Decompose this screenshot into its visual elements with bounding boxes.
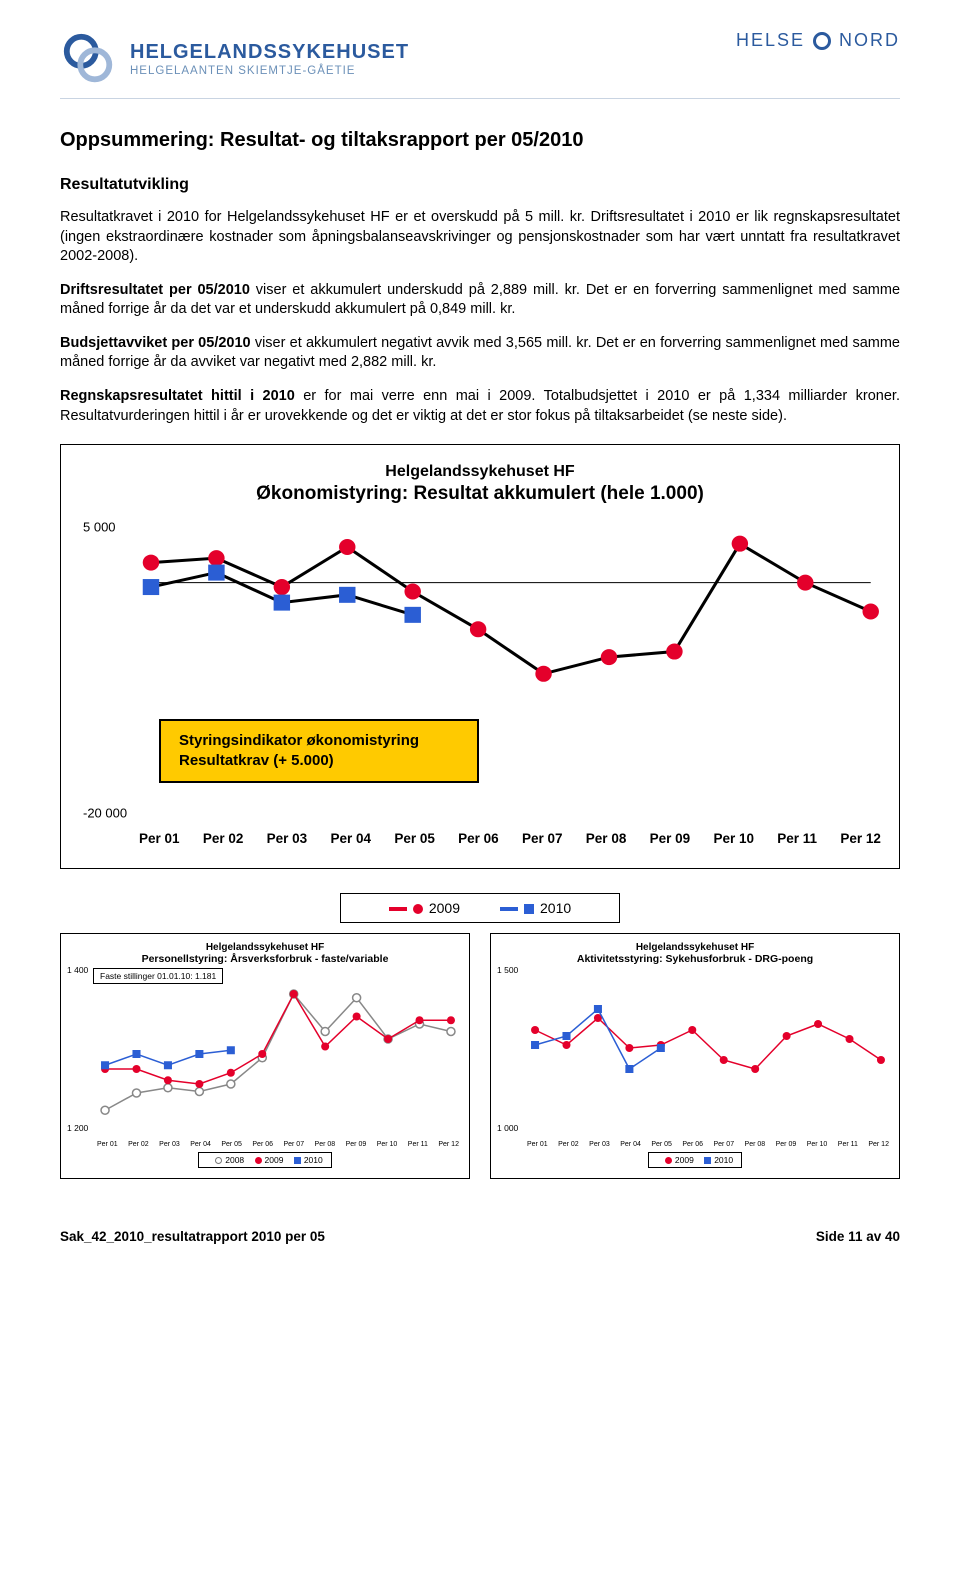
scr-title2: Aktivitetsstyring: Sykehusforbruk - DRG-… bbox=[501, 953, 889, 965]
page-footer: Sak_42_2010_resultatrapport 2010 per 05 … bbox=[60, 1229, 900, 1244]
main-chart-title1: Helgelandssykehuset HF bbox=[79, 463, 881, 481]
main-chart-series-legend: 2009 2010 bbox=[340, 893, 620, 923]
scr-plot bbox=[527, 969, 889, 1139]
ytick-top: 5 000 bbox=[83, 520, 116, 535]
small-chart-left: Helgelandssykehuset HF Personellstyring:… bbox=[60, 933, 470, 1179]
paragraph-3: Budsjettavviket per 05/2010 viser et akk… bbox=[60, 334, 900, 373]
logo-text: HELGELANDSSYKEHUSET HELGELAANTEN SKIEMTJ… bbox=[130, 41, 409, 78]
main-chart-box: Helgelandssykehuset HF Økonomistyring: R… bbox=[60, 444, 900, 869]
logo-right: HELSE NORD bbox=[736, 30, 900, 51]
org-name-main: HELGELANDSSYKEHUSET bbox=[130, 41, 409, 63]
main-chart-legend-box: Styringsindikator økonomistyring Resulta… bbox=[159, 719, 479, 784]
paragraph-1: Resultatkravet i 2010 for Helgelandssyke… bbox=[60, 208, 900, 267]
ring-icon bbox=[813, 32, 831, 50]
legend-2009: 2009 bbox=[389, 900, 460, 916]
scr-ytop: 1 500 bbox=[497, 965, 518, 975]
small-charts-row: Helgelandssykehuset HF Personellstyring:… bbox=[60, 933, 900, 1179]
header: HELGELANDSSYKEHUSET HELGELAANTEN SKIEMTJ… bbox=[60, 30, 900, 88]
main-chart-title2: Økonomistyring: Resultat akkumulert (hel… bbox=[79, 483, 881, 505]
scl-ytop: 1 400 bbox=[67, 965, 88, 975]
para2-lead: Driftsresultatet per 05/2010 bbox=[60, 282, 250, 298]
scl-title1: Helgelandssykehuset HF bbox=[71, 942, 459, 953]
scl-title2: Personellstyring: Årsverksforbruk - fast… bbox=[71, 953, 459, 965]
main-chart-xlabels: Per 01Per 02Per 03Per 04Per 05Per 06Per … bbox=[139, 831, 881, 846]
page-title: Oppsummering: Resultat- og tiltaksrappor… bbox=[60, 129, 900, 152]
header-divider bbox=[60, 98, 900, 99]
section-heading: Resultatutvikling bbox=[60, 176, 900, 194]
footer-left: Sak_42_2010_resultatrapport 2010 per 05 bbox=[60, 1229, 325, 1244]
scr-xlabels: Per 01Per 02Per 03Per 04Per 05Per 06Per … bbox=[527, 1141, 889, 1148]
main-chart-area: 5 000 -20 000 Styringsindikator økonomis… bbox=[79, 515, 881, 825]
ytick-bottom: -20 000 bbox=[83, 805, 127, 820]
legend-line2: Resultatkrav (+ 5.000) bbox=[179, 751, 459, 771]
scl-ybot: 1 200 bbox=[67, 1123, 88, 1133]
page: HELGELANDSSYKEHUSET HELGELAANTEN SKIEMTJ… bbox=[0, 0, 960, 1284]
para4-lead: Regnskapsresultatet hittil i 2010 bbox=[60, 388, 295, 404]
paragraph-2: Driftsresultatet per 05/2010 viser et ak… bbox=[60, 281, 900, 320]
footer-right: Side 11 av 40 bbox=[816, 1229, 900, 1244]
scl-xlabels: Per 01Per 02Per 03Per 04Per 05Per 06Per … bbox=[97, 1141, 459, 1148]
scl-legend: 2008 2009 2010 bbox=[198, 1152, 332, 1168]
org-name-sub: HELGELAANTEN SKIEMTJE-GÅETIE bbox=[130, 65, 409, 78]
scr-title1: Helgelandssykehuset HF bbox=[501, 942, 889, 953]
legend-line1: Styringsindikator økonomistyring bbox=[179, 731, 459, 751]
logo-rings-icon bbox=[60, 30, 118, 88]
legend-2010: 2010 bbox=[500, 900, 571, 916]
scr-ybot: 1 000 bbox=[497, 1123, 518, 1133]
small-chart-right: Helgelandssykehuset HF Aktivitetsstyring… bbox=[490, 933, 900, 1179]
logo-left: HELGELANDSSYKEHUSET HELGELAANTEN SKIEMTJ… bbox=[60, 30, 409, 88]
helse-text: HELSE bbox=[736, 30, 805, 51]
paragraph-4: Regnskapsresultatet hittil i 2010 er for… bbox=[60, 387, 900, 426]
scr-legend: 2009 2010 bbox=[648, 1152, 742, 1168]
nord-text: NORD bbox=[839, 30, 900, 51]
para3-lead: Budsjettavviket per 05/2010 bbox=[60, 335, 251, 351]
scl-plot bbox=[97, 969, 459, 1139]
